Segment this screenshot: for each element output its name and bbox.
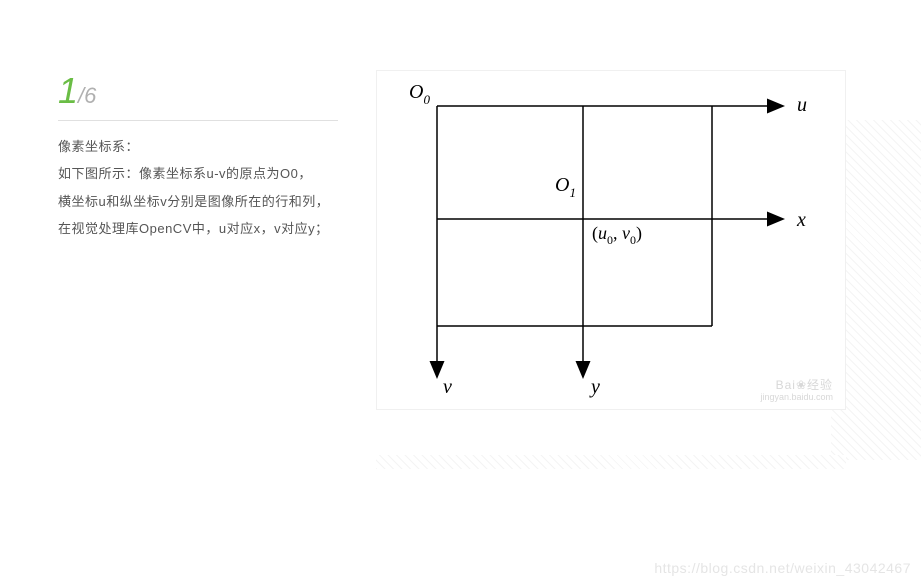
label-axis-v: v <box>443 376 452 398</box>
coordinate-diagram: O0 O1 (u0, v0) u x v y Bai❀经验 jingyan.ba… <box>376 70 846 410</box>
text-line-4: 在视觉处理库OpenCV中，u对应x，v对应y； <box>58 215 338 242</box>
label-axis-u: u <box>797 94 807 116</box>
label-axis-x: x <box>796 209 806 231</box>
label-u0v0: (u0, v0) <box>592 223 642 247</box>
diagram-svg: O0 O1 (u0, v0) u x v y <box>377 71 847 411</box>
label-O0: O0 <box>409 81 430 107</box>
left-text-panel: 1/6 像素坐标系： 如下图所示：像素坐标系u-v的原点为O0， 横坐标u和纵坐… <box>58 70 338 410</box>
label-O1: O1 <box>555 174 576 200</box>
text-line-3: 横坐标u和纵坐标v分别是图像所在的行和列， <box>58 188 338 215</box>
watermark-line2: jingyan.baidu.com <box>760 392 833 403</box>
step-current-number: 1 <box>58 70 78 111</box>
main-container: 1/6 像素坐标系： 如下图所示：像素坐标系u-v的原点为O0， 横坐标u和纵坐… <box>0 0 921 410</box>
decorative-hatch-bottom <box>376 455 846 469</box>
watermark-line1: Bai❀经验 <box>760 378 833 392</box>
text-line-2: 如下图所示：像素坐标系u-v的原点为O0， <box>58 160 338 187</box>
step-total-number: /6 <box>78 83 96 108</box>
description-text: 像素坐标系： 如下图所示：像素坐标系u-v的原点为O0， 横坐标u和纵坐标v分别… <box>58 133 338 242</box>
page-watermark: https://blog.csdn.net/weixin_43042467 <box>654 560 911 576</box>
label-axis-y: y <box>589 376 600 398</box>
text-line-1: 像素坐标系： <box>58 133 338 160</box>
image-watermark: Bai❀经验 jingyan.baidu.com <box>760 378 833 403</box>
step-header: 1/6 <box>58 70 338 121</box>
